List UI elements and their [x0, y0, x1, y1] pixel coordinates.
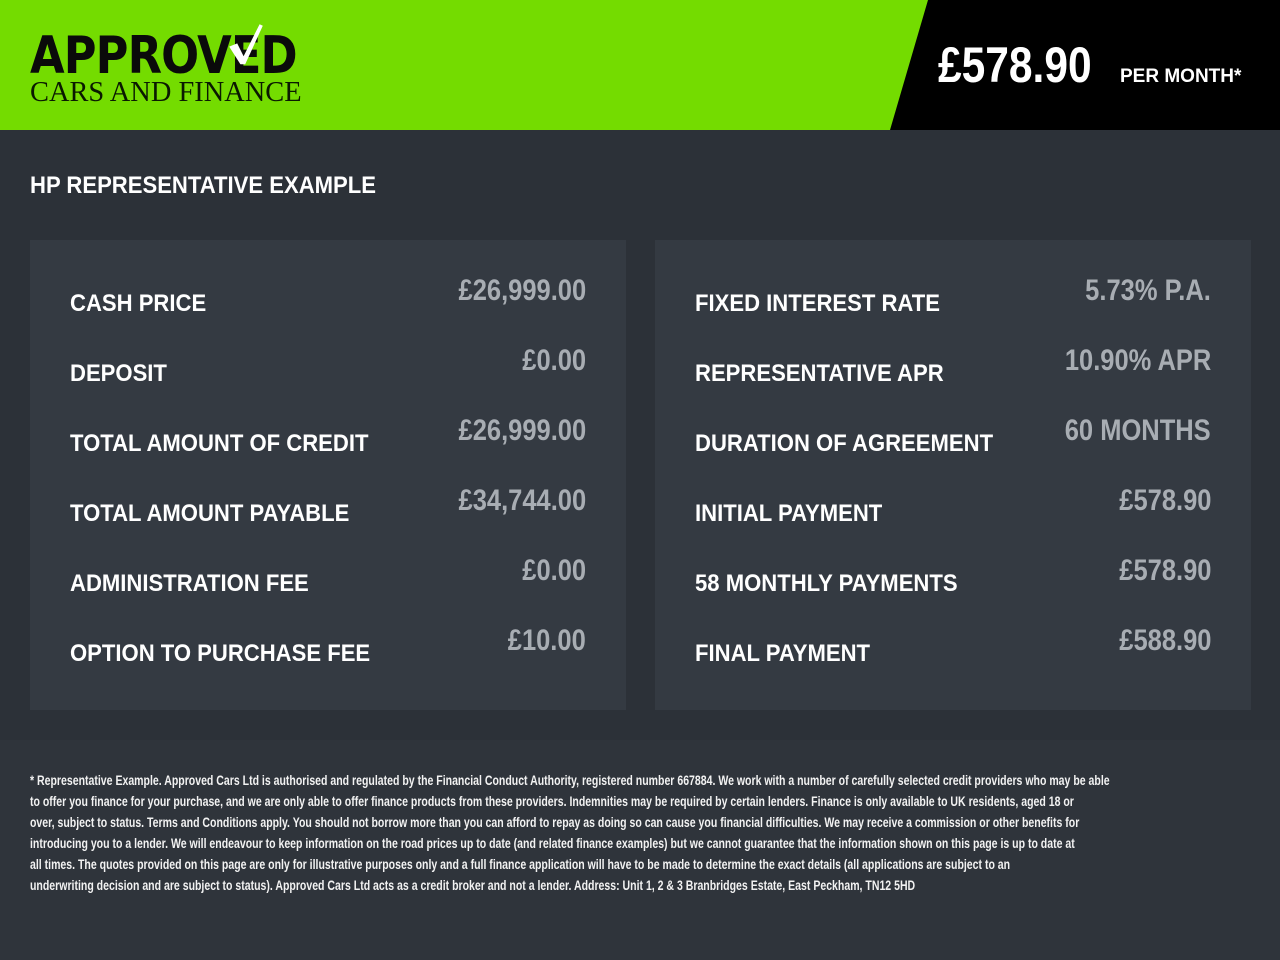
row-value: £578.90: [1118, 484, 1211, 517]
row-value: 10.90% APR: [1064, 344, 1211, 377]
brand-banner: [0, 0, 928, 130]
row-label: FIXED INTEREST RATE: [695, 290, 940, 317]
row-value: 5.73% P.A.: [1085, 274, 1211, 307]
row-value: £588.90: [1118, 624, 1211, 657]
finance-row: OPTION TO PURCHASE FEE £10.00: [70, 624, 586, 694]
finance-row: 58 MONTHLY PAYMENTS £578.90: [695, 554, 1211, 624]
row-label: TOTAL AMOUNT OF CREDIT: [70, 430, 369, 457]
row-value: £34,744.00: [458, 484, 586, 517]
row-value: £578.90: [1118, 554, 1211, 587]
disclaimer-line: to offer you finance for your purchase, …: [30, 794, 1074, 809]
row-label: DURATION OF AGREEMENT: [695, 430, 994, 457]
logo-sub: CARS AND FINANCE: [30, 76, 302, 108]
disclaimer-line: * Representative Example. Approved Cars …: [30, 773, 1110, 788]
row-label: FINAL PAYMENT: [695, 640, 871, 667]
row-value: £26,999.00: [458, 274, 586, 307]
finance-row: TOTAL AMOUNT OF CREDIT £26,999.00: [70, 414, 586, 484]
row-label: ADMINISTRATION FEE: [70, 570, 309, 597]
checkmark-icon: [229, 24, 263, 65]
finance-row: FIXED INTEREST RATE 5.73% P.A.: [695, 274, 1211, 344]
row-label: OPTION TO PURCHASE FEE: [70, 640, 371, 667]
per-month-label: PER MONTH*: [1120, 66, 1242, 87]
disclaimer-line: introducing you to a lender. We will end…: [30, 836, 1075, 851]
row-value: 60 MONTHS: [1065, 414, 1211, 447]
finance-row: DEPOSIT £0.00: [70, 344, 586, 414]
finance-row: REPRESENTATIVE APR 10.90% APR: [695, 344, 1211, 414]
header: APPROVED CARS AND FINANCE £578.90 PER MO…: [0, 0, 1280, 130]
logo: APPROVED CARS AND FINANCE: [30, 24, 340, 110]
row-value: £26,999.00: [458, 414, 586, 447]
disclaimer-line: all times. The quotes provided on this p…: [30, 857, 1011, 872]
row-label: TOTAL AMOUNT PAYABLE: [70, 500, 350, 527]
monthly-price: £578.90: [938, 37, 1092, 93]
disclaimer: * Representative Example. Approved Cars …: [30, 770, 1280, 896]
row-label: CASH PRICE: [70, 290, 207, 317]
row-label: INITIAL PAYMENT: [695, 500, 883, 527]
right-finance-panel: FIXED INTEREST RATE 5.73% P.A. REPRESENTAT…: [655, 240, 1251, 710]
logo-main: APPROVED: [30, 26, 298, 86]
finance-row: CASH PRICE £26,999.00: [70, 274, 586, 344]
disclaimer-line: over, subject to status. Terms and Condi…: [30, 815, 1080, 830]
row-value: £10.00: [507, 624, 586, 657]
footer: * Representative Example. Approved Cars …: [0, 740, 1280, 960]
row-label: REPRESENTATIVE APR: [695, 360, 944, 387]
row-label: DEPOSIT: [70, 360, 167, 387]
row-value: £0.00: [522, 554, 586, 587]
row-label: 58 MONTHLY PAYMENTS: [695, 570, 958, 597]
left-finance-panel: CASH PRICE £26,999.00 DEPOSIT £0.00 TOTAL AM…: [30, 240, 626, 710]
finance-row: INITIAL PAYMENT £578.90: [695, 484, 1211, 554]
finance-row: FINAL PAYMENT £588.90: [695, 624, 1211, 694]
disclaimer-line: underwriting decision and are subject to…: [30, 878, 916, 893]
finance-row: ADMINISTRATION FEE £0.00: [70, 554, 586, 624]
finance-row: TOTAL AMOUNT PAYABLE £34,744.00: [70, 484, 586, 554]
section-title: HP REPRESENTATIVE EXAMPLE: [30, 172, 376, 199]
finance-row: DURATION OF AGREEMENT 60 MONTHS: [695, 414, 1211, 484]
row-value: £0.00: [522, 344, 586, 377]
